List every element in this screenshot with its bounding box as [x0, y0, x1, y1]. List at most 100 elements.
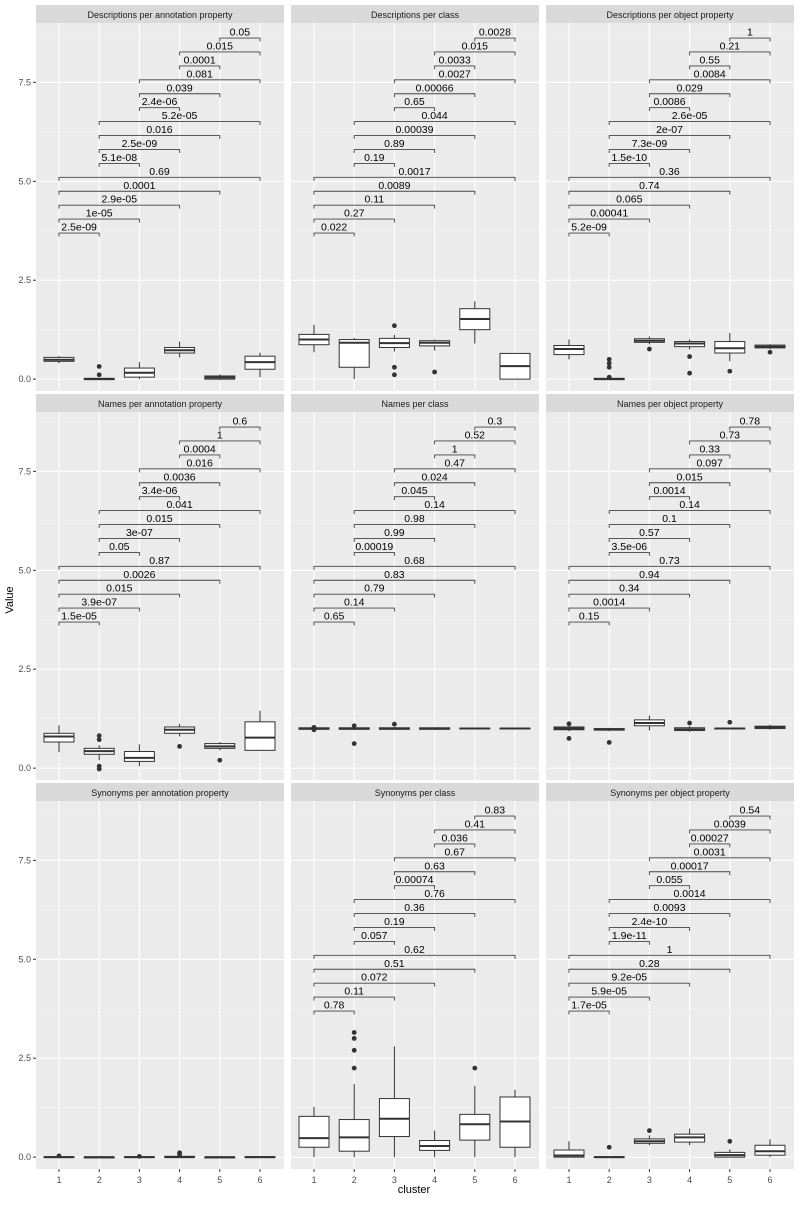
- outlier-point: [606, 364, 612, 370]
- significance-bracket: [608, 913, 731, 918]
- significance-bracket: [353, 121, 516, 126]
- boxplot-cluster-1: [43, 1153, 75, 1159]
- y-tick-label: 2.5: [18, 275, 31, 285]
- p-value-label: 0.039: [166, 82, 192, 94]
- facet-title: Names per class: [381, 399, 449, 409]
- p-value-label: 0.14: [344, 597, 365, 609]
- significance-bracket: [313, 232, 355, 237]
- p-value-label: 1.7e-05: [571, 1000, 607, 1012]
- facet-grid: Descriptions per annotation property0.02…: [18, 5, 794, 1185]
- p-value-label: 0.00027: [691, 832, 729, 844]
- significance-bracket: [58, 176, 261, 181]
- significance-bracket: [648, 107, 691, 112]
- outlier-point: [351, 1036, 357, 1041]
- outlier-point: [606, 360, 612, 366]
- x-tick-label: 1: [56, 1175, 61, 1185]
- boxplot-cluster-1: [298, 1106, 330, 1158]
- outlier-point: [351, 1030, 357, 1035]
- p-value-label: 0.55: [699, 54, 720, 66]
- facet-strip: [36, 394, 284, 412]
- boxplot-cluster-1: [553, 721, 585, 741]
- significance-bracket: [608, 135, 731, 140]
- p-value-label: 1.5e-05: [61, 611, 97, 623]
- significance-bracket: [729, 426, 771, 431]
- significance-bracket: [353, 899, 516, 904]
- boxplot-cluster-6: [244, 710, 276, 751]
- p-value-label: 2.5e-09: [61, 222, 97, 234]
- p-value-label: 0.83: [384, 569, 405, 581]
- p-value-label: 2.4e-06: [142, 96, 178, 108]
- outlier-point: [137, 1153, 142, 1159]
- significance-bracket: [608, 538, 691, 542]
- outlier-point: [392, 364, 397, 370]
- p-value-label: 0.74: [639, 180, 660, 192]
- p-value-label: 0.36: [659, 166, 680, 178]
- x-tick-label: 5: [217, 1175, 222, 1185]
- p-value-label: 2e-07: [656, 124, 683, 136]
- p-value-label: 0.081: [187, 68, 213, 80]
- boxplot-cluster-3: [633, 336, 665, 352]
- significance-bracket: [568, 1010, 610, 1015]
- p-value-label: 0.0089: [378, 180, 410, 192]
- facet-title: Descriptions per class: [371, 10, 460, 20]
- p-value-label: 0.0001: [123, 180, 155, 192]
- significance-bracket: [393, 107, 436, 112]
- facet-panel: Descriptions per annotation property 0.0 2…: [18, 5, 284, 391]
- significance-bracket: [58, 593, 181, 598]
- significance-bracket: [568, 204, 691, 209]
- boxplot-cluster-5: [714, 1138, 746, 1158]
- p-value-label: 0.072: [361, 972, 387, 984]
- x-tick-label: 3: [137, 1175, 142, 1185]
- x-tick-label: 6: [767, 1175, 772, 1185]
- boxplot-cluster-1: [43, 356, 75, 364]
- facet-strip: [546, 5, 794, 23]
- boxplot-cluster-6: [499, 1089, 531, 1158]
- boxplot-cluster-4: [674, 339, 706, 376]
- significance-bracket: [568, 621, 610, 626]
- p-value-label: 0.00039: [396, 124, 434, 136]
- outlier-point: [311, 727, 317, 733]
- outlier-point: [687, 354, 692, 359]
- significance-bracket: [608, 149, 691, 153]
- boxplot-cluster-3: [378, 1046, 410, 1158]
- p-value-label: 1.5e-10: [611, 152, 647, 164]
- p-value-label: 3e-07: [126, 527, 153, 539]
- y-tick-label: 5.0: [18, 176, 31, 186]
- boxplot-cluster-2: [83, 364, 115, 381]
- p-value-label: 3.5e-06: [611, 541, 647, 553]
- p-value-label: 0.41: [465, 818, 486, 830]
- boxplot-cluster-2: [593, 727, 625, 745]
- p-value-label: 0.00041: [590, 208, 628, 220]
- p-value-label: 0.28: [639, 958, 660, 970]
- boxplot-cluster-1: [553, 339, 585, 360]
- p-value-label: 0.015: [207, 40, 233, 52]
- box: [43, 732, 75, 743]
- p-value-label: 0.89: [384, 138, 405, 150]
- p-value-label: 0.63: [424, 860, 445, 872]
- significance-bracket: [689, 440, 771, 445]
- significance-bracket: [474, 37, 516, 42]
- significance-bracket: [568, 954, 771, 959]
- p-value-label: 7.3e-09: [632, 138, 668, 150]
- panel-background: [546, 801, 794, 1169]
- p-value-label: 0.51: [384, 958, 405, 970]
- significance-bracket: [689, 829, 771, 834]
- p-value-label: 0.044: [421, 110, 447, 122]
- x-tick-label: 5: [727, 1175, 732, 1185]
- y-tick-label: 7.5: [18, 855, 31, 865]
- significance-bracket: [568, 190, 731, 195]
- p-value-label: 0.76: [424, 888, 445, 900]
- x-tick-label: 5: [472, 1175, 477, 1185]
- p-value-label: 0.00017: [671, 860, 709, 872]
- boxplot-cluster-2: [338, 337, 370, 380]
- significance-bracket: [353, 510, 516, 515]
- facet-panel: Names per class 0.65 0.14 0.79 0.83 0.68 0.000…: [291, 394, 539, 780]
- p-value-label: 0.57: [639, 527, 660, 539]
- significance-bracket: [353, 551, 395, 556]
- significance-bracket: [313, 218, 395, 223]
- p-value-label: 0.94: [639, 569, 660, 581]
- facet-panel: Descriptions per class 0.022 0.27 0.11 0.008…: [291, 5, 539, 391]
- boxplot-cluster-6: [754, 1139, 786, 1158]
- boxplot-cluster-2: [83, 733, 115, 772]
- p-value-label: 2.4e-10: [632, 916, 668, 928]
